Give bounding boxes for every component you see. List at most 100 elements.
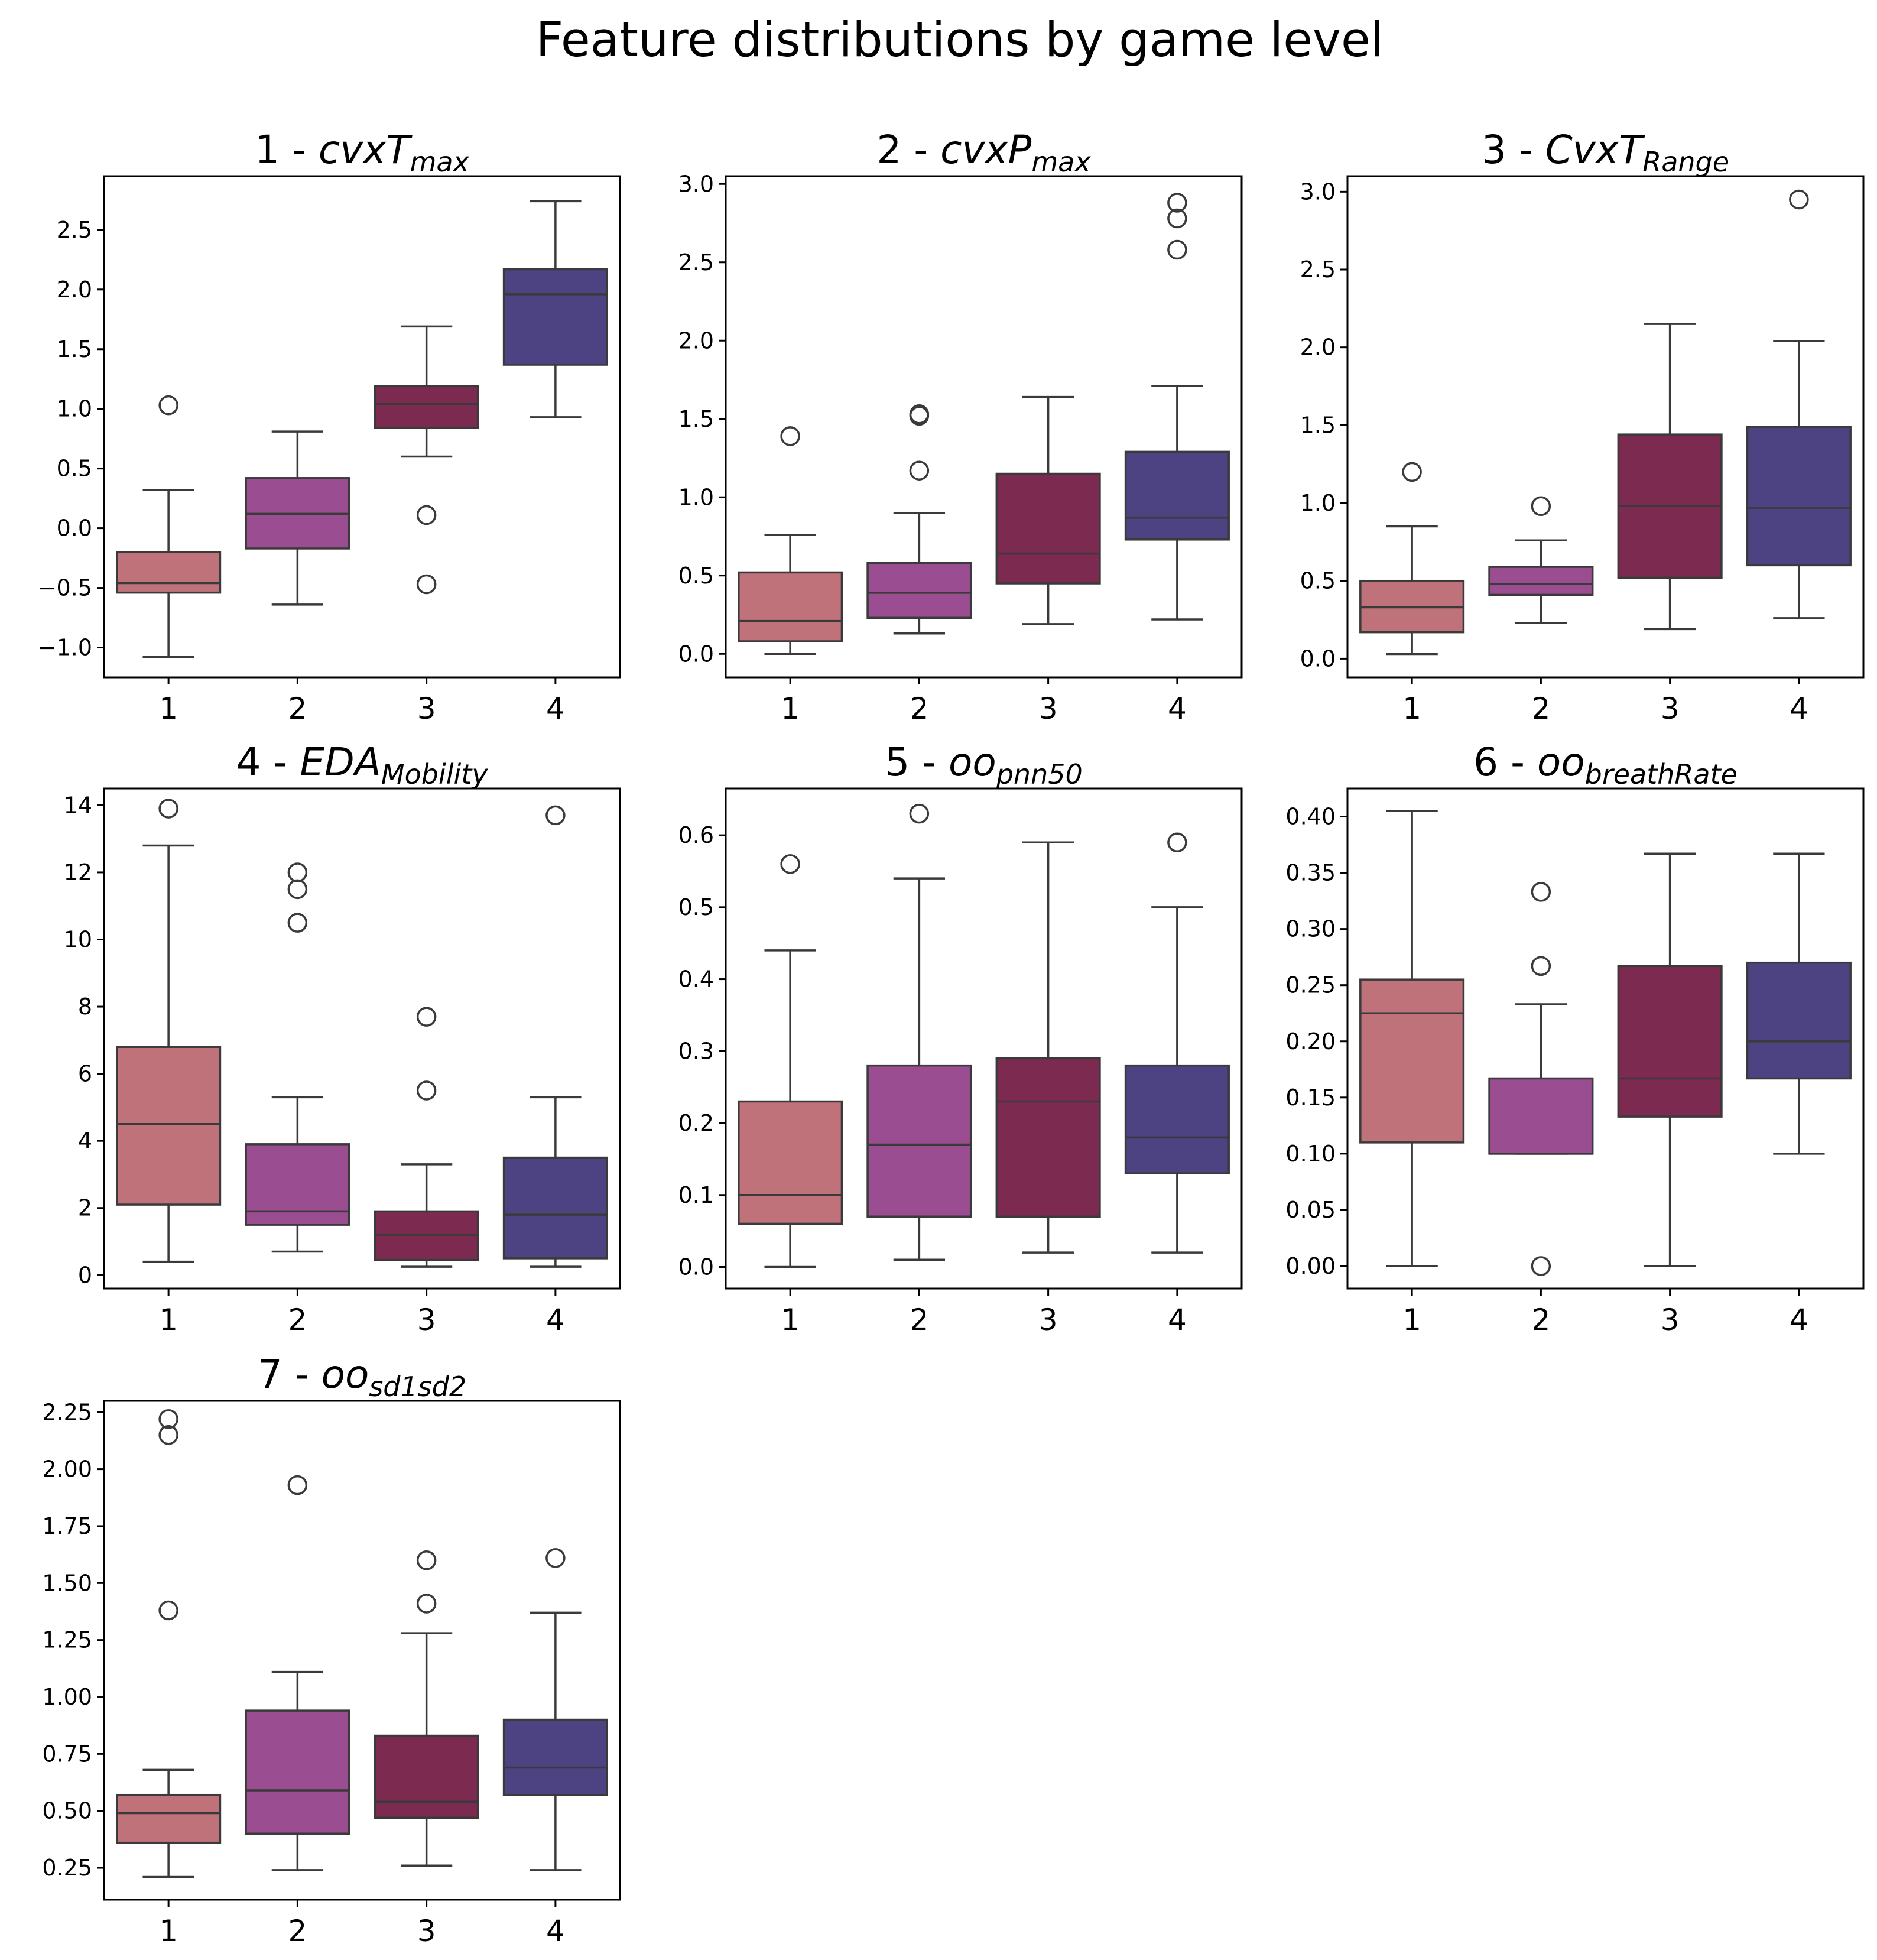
- iqr-box: [1617, 965, 1723, 1118]
- y-tick-label: 0.25: [1285, 972, 1336, 998]
- x-tick-label: 1: [1402, 692, 1421, 726]
- box-level-3: [995, 395, 1101, 625]
- title-subscript: breathRate: [1585, 758, 1738, 790]
- box-level-4: [502, 805, 608, 1268]
- x-tick-label: 3: [417, 1303, 436, 1337]
- outlier-point: [1531, 1256, 1551, 1276]
- x-tick-label: 3: [1039, 1303, 1058, 1337]
- box-level-2: [245, 1475, 350, 1871]
- subplot-5: 5 - oopnn50 0.0 0.1 0.2 0.3 0.4 0.5 0.6 1 2 3 4: [678, 739, 1243, 1337]
- y-tick-label: 2.00: [42, 1456, 92, 1482]
- outlier-point: [287, 862, 308, 882]
- box-level-3: [1617, 323, 1723, 631]
- iqr-box: [374, 385, 479, 429]
- subplot-7: 7 - oosd1sd2 0.25 0.50 0.75 1.00 1.25 1.50 1.75…: [42, 1352, 621, 1948]
- y-tick-label: 0.5: [678, 563, 714, 589]
- box-level-4: [1746, 852, 1852, 1155]
- iqr-box: [245, 1143, 350, 1226]
- x-tick-label: 2: [288, 1914, 307, 1948]
- title-prefix: 3 -: [1482, 127, 1545, 173]
- y-tick-label: 0.30: [1285, 916, 1336, 942]
- y-tick-label: −0.5: [38, 575, 92, 601]
- axes-frame: [103, 175, 621, 679]
- subplot-2-title: 2 - cvxPmax: [876, 127, 1091, 178]
- y-tick-label: 0.0: [1300, 645, 1336, 671]
- y-tick-label: 2.0: [678, 327, 714, 353]
- y-tick-label: 0.5: [1300, 568, 1336, 594]
- x-tick-label: 2: [910, 692, 928, 726]
- subplot-4-title: 4 - EDAMobility: [236, 739, 488, 790]
- box-level-4: [1124, 832, 1230, 1254]
- title-base: oo: [1537, 739, 1585, 785]
- y-tick-label: 0.5: [57, 456, 92, 482]
- iqr-box: [738, 571, 843, 642]
- iqr-box: [502, 268, 608, 366]
- box-level-3: [1617, 852, 1723, 1267]
- iqr-box: [1746, 426, 1852, 567]
- title-base: CvxT: [1545, 127, 1645, 173]
- title-prefix: 2 -: [876, 127, 940, 173]
- subplot-7-title: 7 - oosd1sd2: [258, 1352, 466, 1403]
- box-level-4: [502, 200, 608, 418]
- outlier-point: [1789, 189, 1809, 210]
- box-level-3: [374, 1550, 479, 1867]
- title-base: EDA: [300, 739, 381, 785]
- y-tick-label: 0.35: [1285, 860, 1336, 886]
- box-level-1: [1359, 462, 1465, 656]
- y-tick-label: 1.5: [1300, 412, 1336, 438]
- x-tick-label: 4: [546, 1914, 565, 1948]
- subplot-3: 3 - CvxTRange 0.0 0.5 1.0 1.5 2.0 2.5 3.0 1 2 3 4: [1300, 127, 1865, 726]
- y-tick-label: 1.0: [678, 484, 714, 510]
- outlier-point: [158, 1600, 178, 1621]
- outlier-point: [545, 805, 566, 826]
- x-tick-label: 3: [1661, 1303, 1680, 1337]
- x-tick-label: 4: [1168, 1303, 1187, 1337]
- iqr-box: [502, 1156, 608, 1260]
- box-level-2: [866, 803, 972, 1261]
- outlier-point: [158, 395, 178, 416]
- outlier-point: [1402, 462, 1422, 482]
- y-tick-label: 2.5: [1300, 257, 1336, 283]
- box-level-2: [245, 862, 350, 1253]
- title-base: cvxP: [940, 127, 1031, 173]
- y-tick-label: 0.05: [1285, 1197, 1336, 1223]
- iqr-box: [995, 1057, 1101, 1218]
- iqr-box: [116, 1046, 222, 1206]
- outlier-point: [1531, 496, 1551, 517]
- title-prefix: 4 -: [236, 739, 300, 785]
- y-tick-label: 2.0: [1300, 335, 1336, 361]
- title-subscript: pnn50: [996, 758, 1083, 790]
- x-tick-label: 2: [1531, 692, 1550, 726]
- outlier-point: [158, 1409, 178, 1429]
- y-tick-label: 2: [78, 1195, 92, 1221]
- x-tick-label: 2: [910, 1303, 928, 1337]
- iqr-box: [374, 1734, 479, 1819]
- box-level-1: [1359, 810, 1465, 1267]
- outlier-point: [416, 1080, 437, 1101]
- subplot-1-title: 1 - cvxTmax: [255, 127, 469, 178]
- box-level-1: [116, 395, 222, 658]
- iqr-box: [1124, 450, 1230, 541]
- y-tick-label: 0: [78, 1262, 92, 1288]
- x-tick-label: 4: [546, 1303, 565, 1337]
- title-subscript: sd1sd2: [369, 1371, 466, 1403]
- axes-frame: [1346, 787, 1865, 1290]
- y-tick-label: 0.10: [1285, 1141, 1336, 1167]
- x-tick-label: 1: [159, 1303, 178, 1337]
- box-level-3: [995, 841, 1101, 1254]
- y-tick-label: 1.5: [678, 406, 714, 432]
- title-base: cvxT: [319, 127, 413, 173]
- title-subscript: Mobility: [381, 758, 488, 790]
- outlier-point: [1167, 208, 1187, 229]
- y-tick-label: 0.75: [42, 1741, 92, 1767]
- x-tick-label: 3: [417, 692, 436, 726]
- y-tick-label: 8: [78, 994, 92, 1020]
- box-level-1: [738, 426, 843, 655]
- iqr-box: [1488, 566, 1594, 596]
- x-tick-label: 3: [1661, 692, 1680, 726]
- axes-frame: [103, 787, 621, 1290]
- subplot-2: 2 - cvxPmax 0.0 0.5 1.0 1.5 2.0 2.5 3.0 1 2 3 4: [678, 127, 1243, 726]
- y-tick-label: 0.50: [42, 1798, 92, 1824]
- outlier-point: [909, 405, 930, 426]
